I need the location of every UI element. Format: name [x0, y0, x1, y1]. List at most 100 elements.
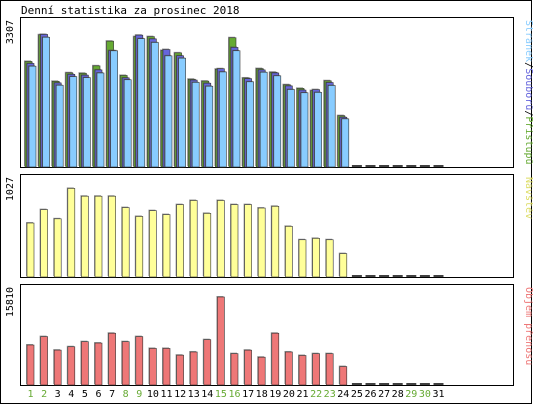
bar-visits-Návštěv-day-18 — [257, 207, 266, 278]
x-tick-label-16: 16 — [228, 389, 240, 400]
panel-hits-legend-item-3: / — [523, 110, 533, 116]
bar-hits-Stránek-day-22 — [314, 92, 322, 168]
x-tick-label-27: 27 — [378, 389, 390, 400]
panel-visits-legend: Návštěv — [523, 177, 533, 219]
bar-visits-Návštěv-day-21 — [298, 239, 307, 278]
bar-hits-Stránek-day-8 — [123, 79, 132, 168]
x-tick-label-14: 14 — [201, 389, 213, 400]
x-tick-label-24: 24 — [337, 389, 349, 400]
panel-hits-legend-item-0: Stránek — [523, 20, 533, 62]
bar-visits-Návštěv-day-23 — [325, 239, 334, 278]
bar-visits-Návštěv-day-7 — [108, 195, 116, 278]
panel-traffic-legend-item-0: Objem přenosu — [523, 287, 533, 365]
x-axis-labels: 1 2 3 4 5 6 7 8 9 10 11 12 13 14 15 16 17 18 19 20 21 22 23 24 2… — [27, 389, 444, 400]
bar-traffic-Objem přenosu-day-17 — [244, 349, 252, 386]
x-tick-label-1: 1 — [27, 389, 33, 400]
bar-visits-Návštěv-day-19 — [271, 205, 280, 278]
panel-traffic: 15810 Objem přenosu — [5, 284, 533, 386]
panel-hits-legend-item-4: Přístupů — [523, 116, 533, 164]
bar-traffic-Objem přenosu-day-3 — [53, 349, 62, 386]
bar-visits-Návštěv-day-9 — [135, 216, 144, 278]
bar-hits-Stránek-day-15 — [219, 71, 227, 168]
bar-visits-Návštěv-day-11 — [162, 214, 171, 278]
x-tick-label-9: 9 — [136, 389, 142, 400]
x-tick-label-15: 15 — [215, 389, 227, 400]
bar-visits-Návštěv-day-14 — [203, 213, 212, 278]
bar-visits-Návštěv-day-12 — [176, 204, 184, 278]
bar-traffic-Objem přenosu-day-23 — [325, 353, 334, 386]
bar-hits-Stránek-day-24 — [341, 118, 350, 168]
bar-traffic-Objem přenosu-day-8 — [121, 341, 130, 386]
panel-traffic-max-label: 15810 — [5, 287, 16, 317]
bar-traffic-Objem přenosu-day-2 — [40, 336, 48, 386]
bar-visits-Návštěv-day-2 — [40, 209, 48, 278]
bar-visits-Návštěv-day-10 — [149, 210, 157, 278]
x-tick-label-5: 5 — [82, 389, 88, 400]
panel-traffic-legend: Objem přenosu — [523, 287, 533, 365]
bar-visits-Návštěv-day-13 — [189, 200, 198, 278]
panel-hits-legend-item-1: / — [523, 62, 533, 68]
bar-hits-Stránek-day-6 — [96, 72, 105, 168]
bar-traffic-Objem přenosu-day-21 — [298, 355, 307, 386]
x-tick-label-22: 22 — [310, 389, 322, 400]
bar-traffic-Objem přenosu-day-11 — [162, 348, 171, 386]
bar-hits-Stránek-day-1 — [28, 65, 37, 168]
bar-visits-Návštěv-day-3 — [53, 218, 62, 278]
bar-traffic-Objem přenosu-day-5 — [81, 341, 89, 386]
x-tick-label-31: 31 — [432, 389, 444, 400]
bar-traffic-Objem přenosu-day-18 — [257, 356, 266, 386]
x-tick-label-13: 13 — [188, 389, 200, 400]
bar-hits-Stránek-day-13 — [191, 82, 200, 168]
bar-traffic-Objem přenosu-day-22 — [312, 353, 320, 386]
bar-hits-Stránek-day-19 — [273, 75, 282, 168]
bar-visits-Návštěv-day-20 — [285, 226, 293, 278]
x-tick-label-23: 23 — [324, 389, 336, 400]
bar-hits-Stránek-day-17 — [246, 81, 254, 168]
x-tick-label-20: 20 — [283, 389, 295, 400]
panel-hits-legend: Stránek/Souborů/Přístupů — [523, 20, 533, 165]
panel-hits-max-label: 3307 — [5, 20, 16, 44]
panel-hits: 3307 Stránek/Souborů/Přístupů — [5, 17, 533, 168]
bar-hits-Stránek-day-9 — [137, 38, 146, 168]
bar-traffic-Objem přenosu-day-6 — [94, 342, 103, 386]
bar-traffic-Objem přenosu-day-16 — [230, 353, 239, 386]
bar-hits-Stránek-day-11 — [164, 55, 173, 168]
bar-visits-Návštěv-day-16 — [230, 204, 239, 278]
x-tick-label-19: 19 — [269, 389, 281, 400]
bar-visits-Návštěv-day-4 — [67, 188, 76, 278]
bar-hits-Stránek-day-21 — [300, 92, 309, 168]
bar-hits-Stránek-day-4 — [69, 76, 78, 168]
panel-visits: 1027 Návštěv — [5, 174, 533, 278]
bar-visits-Návštěv-day-24 — [339, 253, 348, 278]
bar-hits-Stránek-day-3 — [55, 84, 64, 168]
x-tick-label-17: 17 — [242, 389, 254, 400]
bar-traffic-Objem přenosu-day-4 — [67, 346, 76, 386]
bar-traffic-Objem přenosu-day-13 — [189, 351, 198, 386]
bar-hits-Stránek-day-16 — [232, 50, 241, 168]
panel-visits-max-label: 1027 — [5, 177, 16, 201]
bar-hits-Stránek-day-2 — [42, 36, 50, 168]
bar-hits-Stránek-day-7 — [110, 50, 118, 168]
x-tick-label-26: 26 — [364, 389, 376, 400]
panel-visits-legend-item-0: Návštěv — [523, 177, 533, 219]
bar-hits-Stránek-day-18 — [259, 71, 268, 168]
x-tick-label-6: 6 — [95, 389, 101, 400]
x-tick-label-28: 28 — [392, 389, 404, 400]
bar-hits-Stránek-day-12 — [178, 57, 186, 168]
bar-hits-Stránek-day-20 — [287, 89, 295, 168]
chart-title: Denní statistika za prosinec 2018 — [21, 4, 240, 17]
bar-traffic-Objem přenosu-day-9 — [135, 336, 144, 386]
bar-traffic-Objem přenosu-day-7 — [108, 332, 116, 386]
bar-hits-Stránek-day-23 — [327, 85, 336, 168]
x-tick-label-11: 11 — [160, 389, 172, 400]
x-tick-label-12: 12 — [174, 389, 186, 400]
bar-visits-Návštěv-day-8 — [121, 207, 130, 278]
x-tick-label-4: 4 — [68, 389, 74, 400]
bar-traffic-Objem přenosu-day-19 — [271, 332, 280, 386]
bar-traffic-Objem přenosu-day-10 — [149, 348, 157, 386]
bar-traffic-Objem přenosu-day-15 — [217, 296, 225, 386]
bar-hits-Stránek-day-10 — [151, 42, 159, 168]
